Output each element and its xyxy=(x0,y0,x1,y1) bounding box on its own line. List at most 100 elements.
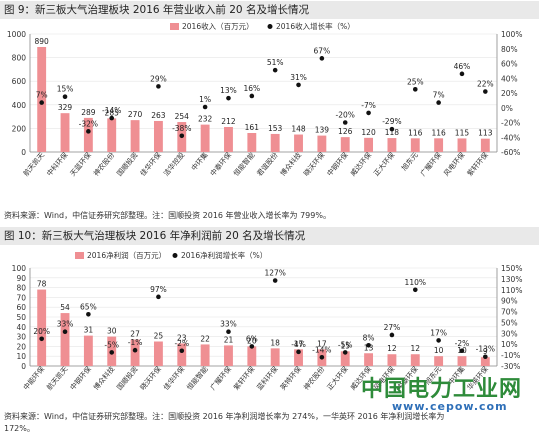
x-tick-label: 神农股份 xyxy=(91,151,116,178)
growth-dot xyxy=(272,67,278,73)
bar-value-label: 285 xyxy=(105,108,120,117)
x-tick-label: 恒能智能 xyxy=(231,151,256,178)
revenue-chart: 0 200 400 600 800 1000 -60% -40% -20% 0% 20% 40% 60%… xyxy=(7,21,523,178)
y-left-tick-label: 50 xyxy=(16,313,26,322)
growth-dot xyxy=(412,87,418,92)
x-tick-label: 紫轩环保 xyxy=(231,365,256,392)
bar xyxy=(480,138,490,152)
bar-value-label: 31 xyxy=(84,326,94,335)
x-tick-label: 国顺投资 xyxy=(115,151,140,178)
bar xyxy=(83,335,93,366)
bar-value-label: 148 xyxy=(291,125,306,134)
bar-value-label: 54 xyxy=(60,303,70,312)
x-tick-label: 航天凯天 xyxy=(45,365,70,392)
bar-value-label: 263 xyxy=(151,111,166,120)
bar xyxy=(364,137,374,152)
bar-value-label: 113 xyxy=(478,129,493,138)
bar xyxy=(130,339,140,366)
growth-label: 6% xyxy=(246,334,258,343)
y-right-tick-label: 60% xyxy=(501,60,518,69)
growth-label: 33% xyxy=(57,320,74,329)
figure-10-note-line1: 资料来源：Wind，中信证券研究部整理。注：国顺投资 2016 年净利润增长率为… xyxy=(4,412,445,421)
growth-dot xyxy=(86,311,91,317)
bar xyxy=(200,344,210,366)
growth-dot xyxy=(202,104,208,110)
bar xyxy=(224,126,233,152)
growth-label: 20% xyxy=(33,327,50,336)
watermark-cn: 中国电力工业网 xyxy=(361,377,523,402)
bar xyxy=(83,117,93,152)
growth-dot xyxy=(296,349,301,355)
bar-value-label: 18 xyxy=(270,338,280,347)
legend-dot-label: 2016净利润增长率（%） xyxy=(181,250,267,260)
growth-dot xyxy=(62,329,68,334)
bar xyxy=(130,120,140,152)
y-left-tick-label: 800 xyxy=(12,54,27,63)
watermark-url: www.cepow.com xyxy=(392,400,508,413)
growth-dot xyxy=(342,350,348,355)
x-tick-label: 中环集 xyxy=(189,151,209,173)
bar xyxy=(317,135,327,152)
legend-bar-swatch xyxy=(75,252,84,259)
growth-label: 51% xyxy=(267,58,284,67)
growth-label: 8% xyxy=(363,333,375,342)
bar-value-label: 22 xyxy=(200,334,210,343)
bar xyxy=(107,118,117,152)
bar xyxy=(177,343,187,366)
bar xyxy=(364,353,374,366)
bar xyxy=(410,138,420,152)
bar-value-label: 21 xyxy=(224,335,234,344)
x-tick-label: 广耀环保 xyxy=(418,151,443,178)
bar-value-label: 12 xyxy=(387,344,397,353)
bar-value-label: 289 xyxy=(81,108,96,117)
bar-value-label: 115 xyxy=(455,128,470,137)
growth-label: -2% xyxy=(455,339,470,348)
growth-label: 31% xyxy=(290,73,307,82)
y-right-tick-label: 20% xyxy=(501,89,518,98)
x-tick-label: 晓沃环保 xyxy=(302,151,327,178)
x-tick-label: 中科环保 xyxy=(45,151,70,178)
x-tick-label: 蓝科环保 xyxy=(255,365,280,392)
bar xyxy=(457,356,467,366)
x-tick-label: 博众科技 xyxy=(91,365,116,392)
bar-value-label: 126 xyxy=(338,127,353,136)
x-tick-label: 中泰环保 xyxy=(208,151,233,178)
growth-dot xyxy=(483,354,488,360)
x-tick-label: 正大环保 xyxy=(325,365,350,392)
bar-value-label: 120 xyxy=(361,128,376,137)
growth-label: 15% xyxy=(57,85,74,94)
growth-label: 7% xyxy=(433,91,445,100)
bar xyxy=(270,348,280,366)
bar-value-label: 270 xyxy=(128,110,143,119)
growth-label: 110% xyxy=(405,278,426,287)
bar-value-label: 30 xyxy=(107,327,117,336)
y-right-tick-label: 40% xyxy=(501,74,518,83)
figure-10-note-line2: 172%。 xyxy=(4,424,35,433)
growth-label: 17% xyxy=(430,328,447,337)
growth-label: -5% xyxy=(338,340,353,349)
growth-dot xyxy=(39,100,44,105)
bar xyxy=(224,345,233,366)
growth-dot xyxy=(319,354,325,360)
bar-value-label: 116 xyxy=(431,128,446,137)
growth-label: 16% xyxy=(243,84,260,93)
legend-dot-swatch xyxy=(267,24,273,29)
bar-value-label: 9 xyxy=(483,347,488,356)
growth-dot xyxy=(272,278,278,283)
bar-value-label: 232 xyxy=(198,115,213,124)
y-left-tick-label: 400 xyxy=(12,101,27,110)
growth-dot xyxy=(459,348,465,354)
y-right-tick-label: -30% xyxy=(501,362,520,371)
legend-dot-label: 2016收入增长率（%） xyxy=(276,21,355,31)
y-right-tick-label: 150% xyxy=(501,264,522,273)
y-right-tick-label: 50% xyxy=(501,318,518,327)
growth-dot xyxy=(39,336,44,342)
y-left-tick-label: 40 xyxy=(16,323,26,332)
x-tick-label: 博众科技 xyxy=(278,151,303,178)
bar xyxy=(340,137,350,152)
bar xyxy=(294,134,303,152)
bar xyxy=(247,133,257,152)
bar xyxy=(60,113,70,152)
x-tick-label: 天蓝环保 xyxy=(68,151,93,178)
bar xyxy=(457,138,467,152)
